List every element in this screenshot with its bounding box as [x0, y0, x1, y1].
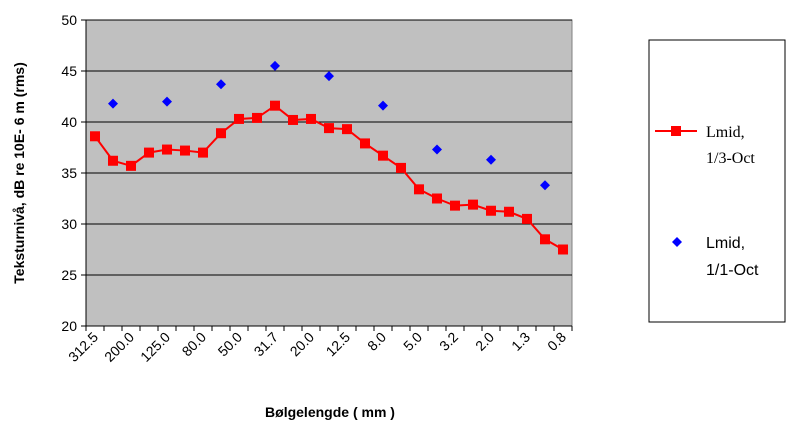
x-tick-label: 12.5	[323, 329, 354, 360]
y-tick-label: 20	[61, 318, 77, 334]
legend-label-line2: 1/3-Oct	[706, 150, 755, 167]
data-point-square	[198, 147, 208, 158]
data-point-square	[324, 123, 334, 134]
data-point-square	[486, 205, 496, 216]
legend-diamond-swatch	[672, 237, 682, 247]
data-point-square	[450, 200, 460, 211]
data-point-diamond	[486, 154, 496, 165]
data-point-square	[306, 113, 316, 124]
data-point-square	[558, 244, 568, 255]
data-point-square	[234, 113, 244, 124]
axes	[81, 19, 573, 331]
x-tick-label: 5.0	[400, 329, 425, 354]
data-point-square	[126, 160, 136, 171]
data-point-diamond	[540, 180, 550, 191]
data-point-square	[414, 184, 424, 195]
legend-label-line1: Lmid,	[706, 124, 745, 141]
y-tick-label: 35	[61, 165, 77, 181]
x-axis-title: Bølgelengde ( mm )	[265, 404, 395, 420]
x-tick-label: 0.8	[544, 329, 569, 354]
data-point-diamond	[432, 144, 442, 155]
data-point-square	[252, 112, 262, 123]
x-tick-label: 31.7	[251, 329, 282, 360]
data-point-square	[180, 145, 190, 156]
x-tick-label: 312.5	[65, 329, 101, 365]
y-axis-title: Teksturnivå, dB re 10E- 6 m (rms)	[11, 62, 27, 283]
data-point-diamond	[108, 98, 118, 109]
data-point-square	[540, 234, 550, 245]
y-tick-labels: 20 25 30 35 40 45 50	[61, 12, 77, 334]
gridlines	[86, 19, 572, 276]
series-lmid-1-3-oct	[90, 100, 568, 255]
x-tick-label: 20.0	[287, 329, 318, 360]
data-point-square	[162, 144, 172, 155]
data-point-square	[504, 206, 514, 217]
legend-square-swatch	[671, 126, 681, 136]
data-point-diamond	[324, 71, 334, 82]
data-point-square	[90, 131, 100, 142]
data-point-square	[378, 150, 388, 161]
x-tick-label: 200.0	[101, 329, 137, 365]
x-tick-label: 1.3	[508, 329, 533, 354]
data-point-diamond	[216, 79, 226, 90]
x-tick-label: 2.0	[472, 329, 497, 354]
data-point-square	[108, 155, 118, 166]
data-point-square	[216, 128, 226, 139]
legend-box	[648, 39, 786, 323]
legend-label-line2: 1/1-Oct	[706, 262, 759, 279]
legend-label-line1: Lmid,	[706, 235, 745, 252]
data-point-square	[288, 114, 298, 125]
data-point-square	[396, 162, 406, 173]
y-tick-label: 30	[61, 216, 77, 232]
y-tick-label: 25	[61, 267, 77, 283]
x-tick-label: 80.0	[179, 329, 210, 360]
data-point-diamond	[162, 96, 172, 107]
series-lmid-1-1-oct	[108, 60, 550, 191]
y-tick-label: 40	[61, 114, 77, 130]
x-tick-label: 125.0	[137, 329, 173, 365]
data-point-diamond	[270, 60, 280, 71]
x-tick-label: 8.0	[364, 329, 389, 354]
data-point-square	[360, 138, 370, 149]
data-point-square	[522, 213, 532, 224]
data-point-diamond	[378, 100, 388, 111]
data-point-square	[270, 100, 280, 111]
x-tick-labels: 312.5 200.0 125.0 80.0 50.0 31.7 20.0 12.5 8.0 5.…	[65, 329, 569, 365]
x-tick-label: 50.0	[215, 329, 246, 360]
data-point-square	[432, 193, 442, 204]
y-tick-label: 45	[61, 63, 77, 79]
y-tick-label: 50	[61, 12, 77, 28]
x-tick-label: 3.2	[436, 329, 461, 354]
data-point-square	[144, 147, 154, 158]
data-point-square	[468, 199, 478, 210]
data-point-square	[342, 124, 352, 135]
legend: Lmid, 1/3-Oct Lmid, 1/1-Oct	[648, 39, 786, 323]
